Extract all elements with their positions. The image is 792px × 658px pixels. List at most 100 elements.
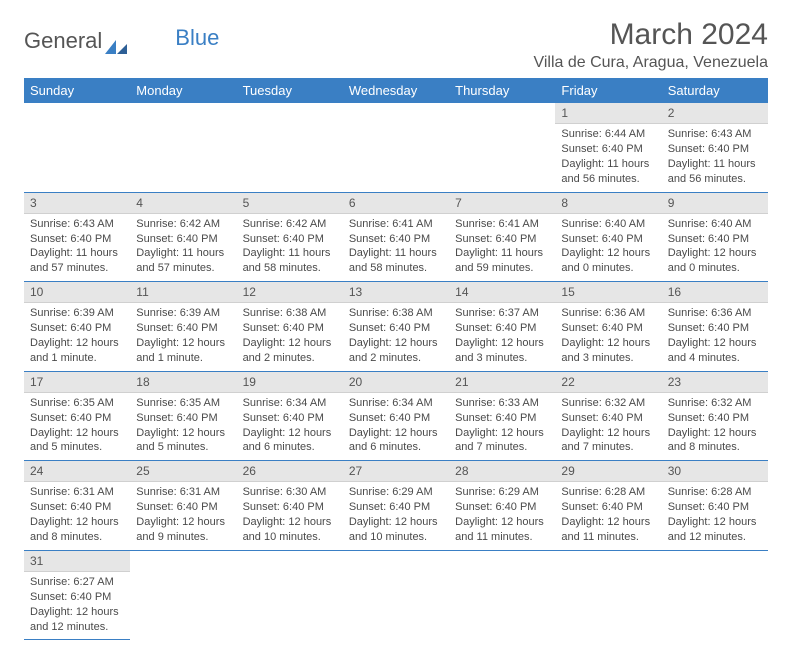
sunrise-text: Sunrise: 6:32 AM (561, 396, 655, 411)
day-details: Sunrise: 6:35 AMSunset: 6:40 PMDaylight:… (24, 393, 130, 460)
sunset-text: Sunset: 6:40 PM (243, 500, 337, 515)
sunset-text: Sunset: 6:40 PM (668, 232, 762, 247)
sunrise-text: Sunrise: 6:40 AM (668, 217, 762, 232)
day-details: Sunrise: 6:30 AMSunset: 6:40 PMDaylight:… (237, 482, 343, 549)
calendar-cell: 10Sunrise: 6:39 AMSunset: 6:40 PMDayligh… (24, 282, 130, 372)
daylight-text: Daylight: 12 hours and 0 minutes. (561, 246, 655, 276)
day-number: 24 (24, 461, 130, 482)
calendar-cell-empty (24, 103, 130, 193)
sunset-text: Sunset: 6:40 PM (455, 321, 549, 336)
sunrise-text: Sunrise: 6:39 AM (30, 306, 124, 321)
day-number: 3 (24, 193, 130, 214)
daylight-text: Daylight: 12 hours and 10 minutes. (349, 515, 443, 545)
sunset-text: Sunset: 6:40 PM (349, 321, 443, 336)
sunset-text: Sunset: 6:40 PM (30, 411, 124, 426)
day-number: 9 (662, 193, 768, 214)
sunset-text: Sunset: 6:40 PM (668, 321, 762, 336)
calendar-cell-empty (662, 551, 768, 641)
day-number: 30 (662, 461, 768, 482)
calendar-cell: 6Sunrise: 6:41 AMSunset: 6:40 PMDaylight… (343, 193, 449, 283)
day-details: Sunrise: 6:28 AMSunset: 6:40 PMDaylight:… (662, 482, 768, 549)
sunset-text: Sunset: 6:40 PM (561, 411, 655, 426)
calendar-cell: 3Sunrise: 6:43 AMSunset: 6:40 PMDaylight… (24, 193, 130, 283)
daylight-text: Daylight: 12 hours and 1 minute. (136, 336, 230, 366)
day-number: 1 (555, 103, 661, 124)
sunrise-text: Sunrise: 6:34 AM (243, 396, 337, 411)
page-title: March 2024 (533, 18, 768, 52)
calendar-cell-empty (130, 103, 236, 193)
daylight-text: Daylight: 12 hours and 6 minutes. (349, 426, 443, 456)
weekday-label: Saturday (662, 78, 768, 103)
day-details: Sunrise: 6:41 AMSunset: 6:40 PMDaylight:… (449, 214, 555, 281)
sunset-text: Sunset: 6:40 PM (136, 232, 230, 247)
sunset-text: Sunset: 6:40 PM (561, 232, 655, 247)
sunrise-text: Sunrise: 6:29 AM (349, 485, 443, 500)
daylight-text: Daylight: 12 hours and 9 minutes. (136, 515, 230, 545)
sunrise-text: Sunrise: 6:36 AM (668, 306, 762, 321)
day-number: 2 (662, 103, 768, 124)
day-number: 25 (130, 461, 236, 482)
day-number: 21 (449, 372, 555, 393)
sunset-text: Sunset: 6:40 PM (561, 142, 655, 157)
calendar-cell: 7Sunrise: 6:41 AMSunset: 6:40 PMDaylight… (449, 193, 555, 283)
logo-sail-icon (105, 34, 127, 48)
calendar-cell: 25 Sunrise: 6:31 AMSunset: 6:40 PMDayligh… (130, 461, 236, 551)
day-details: Sunrise: 6:34 AMSunset: 6:40 PMDaylight:… (343, 393, 449, 460)
sunrise-text: Sunrise: 6:28 AM (561, 485, 655, 500)
daylight-text: Daylight: 12 hours and 1 minute. (30, 336, 124, 366)
day-details: Sunrise: 6:39 AMSunset: 6:40 PMDaylight:… (24, 303, 130, 370)
day-number: 26 (237, 461, 343, 482)
sunset-text: Sunset: 6:40 PM (136, 321, 230, 336)
day-number: 7 (449, 193, 555, 214)
sunrise-text: Sunrise: 6:42 AM (136, 217, 230, 232)
day-number: 17 (24, 372, 130, 393)
sunrise-text: Sunrise: 6:39 AM (136, 306, 230, 321)
calendar-cell: 29Sunrise: 6:28 AMSunset: 6:40 PMDayligh… (555, 461, 661, 551)
day-details: Sunrise: 6:43 AMSunset: 6:40 PMDaylight:… (662, 124, 768, 191)
daylight-text: Daylight: 11 hours and 56 minutes. (561, 157, 655, 187)
daylight-text: Daylight: 12 hours and 7 minutes. (455, 426, 549, 456)
sunset-text: Sunset: 6:40 PM (243, 411, 337, 426)
sunrise-text: Sunrise: 6:31 AM (30, 485, 124, 500)
sunrise-text: Sunrise: 6:31 AM (136, 485, 230, 500)
day-details: Sunrise: 6:38 AMSunset: 6:40 PMDaylight:… (343, 303, 449, 370)
sunrise-text: Sunrise: 6:34 AM (349, 396, 443, 411)
calendar-cell-empty (343, 551, 449, 641)
day-number: 22 (555, 372, 661, 393)
sunrise-text: Sunrise: 6:41 AM (455, 217, 549, 232)
day-details: Sunrise: 6:32 AMSunset: 6:40 PMDaylight:… (555, 393, 661, 460)
sunrise-text: Sunrise: 6:44 AM (561, 127, 655, 142)
calendar-cell: 17Sunrise: 6:35 AMSunset: 6:40 PMDayligh… (24, 372, 130, 462)
sunset-text: Sunset: 6:40 PM (349, 411, 443, 426)
sunrise-text: Sunrise: 6:40 AM (561, 217, 655, 232)
calendar-cell-empty (449, 103, 555, 193)
daylight-text: Daylight: 12 hours and 2 minutes. (243, 336, 337, 366)
calendar-cell-empty (237, 103, 343, 193)
daylight-text: Daylight: 12 hours and 12 minutes. (668, 515, 762, 545)
calendar-cell: 14Sunrise: 6:37 AMSunset: 6:40 PMDayligh… (449, 282, 555, 372)
weekday-label: Friday (555, 78, 661, 103)
daylight-text: Daylight: 12 hours and 0 minutes. (668, 246, 762, 276)
day-number: 31 (24, 551, 130, 572)
day-number: 23 (662, 372, 768, 393)
calendar-cell-empty (449, 551, 555, 641)
day-details: Sunrise: 6:38 AMSunset: 6:40 PMDaylight:… (237, 303, 343, 370)
day-number: 14 (449, 282, 555, 303)
calendar-cell: 4Sunrise: 6:42 AMSunset: 6:40 PMDaylight… (130, 193, 236, 283)
sunset-text: Sunset: 6:40 PM (30, 500, 124, 515)
sunset-text: Sunset: 6:40 PM (136, 500, 230, 515)
day-details: Sunrise: 6:40 AMSunset: 6:40 PMDaylight:… (662, 214, 768, 281)
sunset-text: Sunset: 6:40 PM (455, 232, 549, 247)
day-details: Sunrise: 6:29 AMSunset: 6:40 PMDaylight:… (343, 482, 449, 549)
calendar-body: 1Sunrise: 6:44 AMSunset: 6:40 PMDaylight… (24, 103, 768, 640)
calendar-cell: 24Sunrise: 6:31 AMSunset: 6:40 PMDayligh… (24, 461, 130, 551)
day-details: Sunrise: 6:37 AMSunset: 6:40 PMDaylight:… (449, 303, 555, 370)
sunrise-text: Sunrise: 6:30 AM (243, 485, 337, 500)
sunrise-text: Sunrise: 6:38 AM (243, 306, 337, 321)
weekday-label: Sunday (24, 78, 130, 103)
day-details: Sunrise: 6:31 AMSunset: 6:40 PMDaylight:… (24, 482, 130, 549)
daylight-text: Daylight: 12 hours and 11 minutes. (455, 515, 549, 545)
calendar-cell: 18Sunrise: 6:35 AMSunset: 6:40 PMDayligh… (130, 372, 236, 462)
calendar-cell: 20Sunrise: 6:34 AMSunset: 6:40 PMDayligh… (343, 372, 449, 462)
day-details: Sunrise: 6:40 AMSunset: 6:40 PMDaylight:… (555, 214, 661, 281)
